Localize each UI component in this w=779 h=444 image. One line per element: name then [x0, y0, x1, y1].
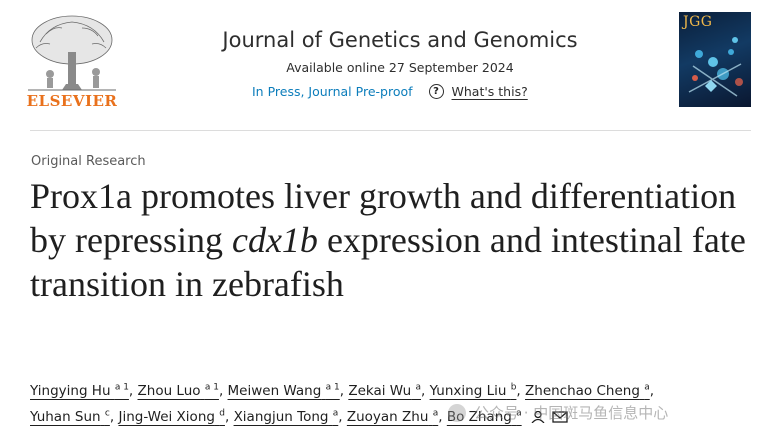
author-link[interactable]: Bo Zhang a	[446, 408, 522, 425]
wechat-watermark: 公众号 · 中国斑马鱼信息中心	[448, 402, 668, 423]
author-link[interactable]: Yingying Hu a 1	[30, 382, 129, 399]
person-icon[interactable]	[530, 411, 546, 423]
elsevier-logo[interactable]: ELSEVIER	[26, 12, 118, 110]
journal-header: Journal of Genetics and Genomics Availab…	[190, 26, 610, 75]
envelope-icon[interactable]	[552, 411, 568, 423]
title-text-part2: expression and intestinal fate transitio…	[30, 220, 746, 304]
watermark-text: 公众号 · 中国斑马鱼信息中心	[474, 404, 669, 422]
whats-this-link[interactable]: What's this?	[451, 84, 528, 99]
wechat-icon	[448, 403, 466, 422]
journal-title-link[interactable]: Journal of Genetics and Genomics	[222, 28, 578, 52]
cover-art-icon	[688, 37, 743, 97]
author-link[interactable]: Yunxing Liu b	[429, 382, 517, 399]
in-press-link[interactable]: In Press, Journal Pre-proof	[252, 84, 413, 99]
author-link[interactable]: Zekai Wu a	[348, 382, 422, 399]
article-type-label: Original Research	[31, 154, 146, 169]
elsevier-wordmark: ELSEVIER	[26, 92, 118, 110]
header-divider	[30, 130, 751, 131]
author-link[interactable]: Jing-Wei Xiong d	[118, 408, 225, 425]
title-text-part1: Prox1a promotes liver growth and differe…	[30, 176, 737, 260]
article-status-row: In Press, Journal Pre-proof ? What's thi…	[252, 84, 528, 99]
author-link[interactable]: Zhenchao Cheng a	[525, 382, 650, 399]
author-link[interactable]: Yuhan Sun c	[30, 408, 110, 425]
article-title: Prox1a promotes liver growth and differe…	[30, 174, 750, 306]
cover-title: JGG	[683, 14, 713, 30]
author-link[interactable]: Meiwen Wang a 1	[227, 382, 340, 399]
author-list: Yingying Hu a 1, Zhou Luo a 1, Meiwen Wa…	[30, 382, 655, 425]
available-online-date: Available online 27 September 2024	[286, 60, 514, 75]
question-icon[interactable]: ?	[428, 84, 444, 99]
author-link[interactable]: Zhou Luo a 1	[137, 382, 219, 399]
elsevier-tree-icon	[28, 15, 116, 91]
journal-cover-image[interactable]: JGG	[679, 12, 751, 107]
author-link[interactable]: Xiangjun Tong a	[233, 408, 339, 425]
author-link[interactable]: Zuoyan Zhu a	[346, 408, 439, 425]
title-gene-name: cdx1b	[231, 220, 318, 260]
